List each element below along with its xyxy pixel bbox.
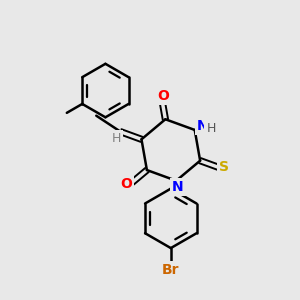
Text: O: O — [158, 89, 169, 103]
Text: N: N — [197, 119, 209, 134]
Text: Br: Br — [162, 263, 180, 277]
Text: O: O — [120, 177, 132, 191]
Text: H: H — [206, 122, 216, 135]
Text: N: N — [172, 180, 184, 194]
Text: S: S — [219, 160, 229, 174]
Text: H: H — [111, 132, 121, 145]
